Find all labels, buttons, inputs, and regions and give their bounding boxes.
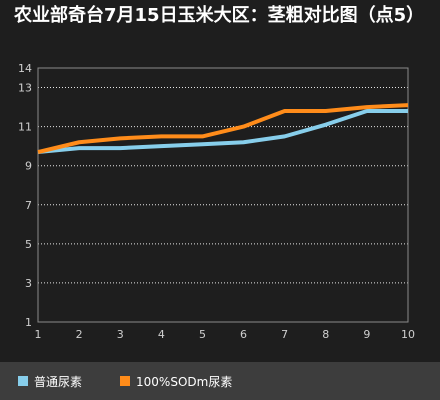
y-tick-label: 7 bbox=[25, 199, 32, 212]
series-line-2 bbox=[37, 103, 409, 154]
x-tick-label: 9 bbox=[363, 328, 370, 341]
x-tick-label: 4 bbox=[158, 328, 165, 341]
plot-border bbox=[37, 67, 409, 323]
x-tick-label: 6 bbox=[240, 328, 247, 341]
legend-swatch-series-2 bbox=[120, 376, 131, 386]
legend-label-series-2: 100%SODm尿素 bbox=[136, 374, 233, 389]
x-tick-label: 5 bbox=[199, 328, 206, 341]
legend-item-series-1: 普通尿素 bbox=[18, 373, 82, 390]
y-tick-label: 5 bbox=[25, 238, 32, 251]
plot-frame bbox=[37, 67, 409, 323]
y-tick-label: 11 bbox=[18, 121, 32, 134]
y-tick-label: 3 bbox=[25, 277, 32, 290]
chart-title: 农业部奇台7月15日玉米大区：茎粗对比图（点5） bbox=[14, 5, 425, 26]
y-tick-label: 14 bbox=[18, 62, 32, 75]
legend-label-series-1: 普通尿素 bbox=[34, 374, 83, 389]
y-tick-label: 1 bbox=[25, 316, 32, 329]
x-tick-label: 2 bbox=[76, 328, 83, 341]
x-tick-label: 7 bbox=[281, 328, 288, 341]
x-tick-label: 10 bbox=[401, 328, 415, 341]
legend-swatch-series-1 bbox=[18, 376, 28, 386]
legend: 普通尿素 100%SODm尿素 bbox=[0, 362, 440, 400]
x-tick-label: 8 bbox=[322, 328, 329, 341]
series-lines bbox=[37, 103, 409, 155]
x-tick-label: 1 bbox=[35, 328, 42, 341]
x-tick-label: 3 bbox=[117, 328, 124, 341]
series-line-1 bbox=[37, 108, 408, 155]
legend-item-series-2: 100%SODm尿素 bbox=[120, 373, 232, 390]
y-tick-label: 9 bbox=[25, 160, 32, 173]
y-tick-label: 13 bbox=[18, 82, 32, 95]
x-axis-ticks: 1 2 3 4 5 6 7 8 9 10 bbox=[35, 328, 416, 341]
